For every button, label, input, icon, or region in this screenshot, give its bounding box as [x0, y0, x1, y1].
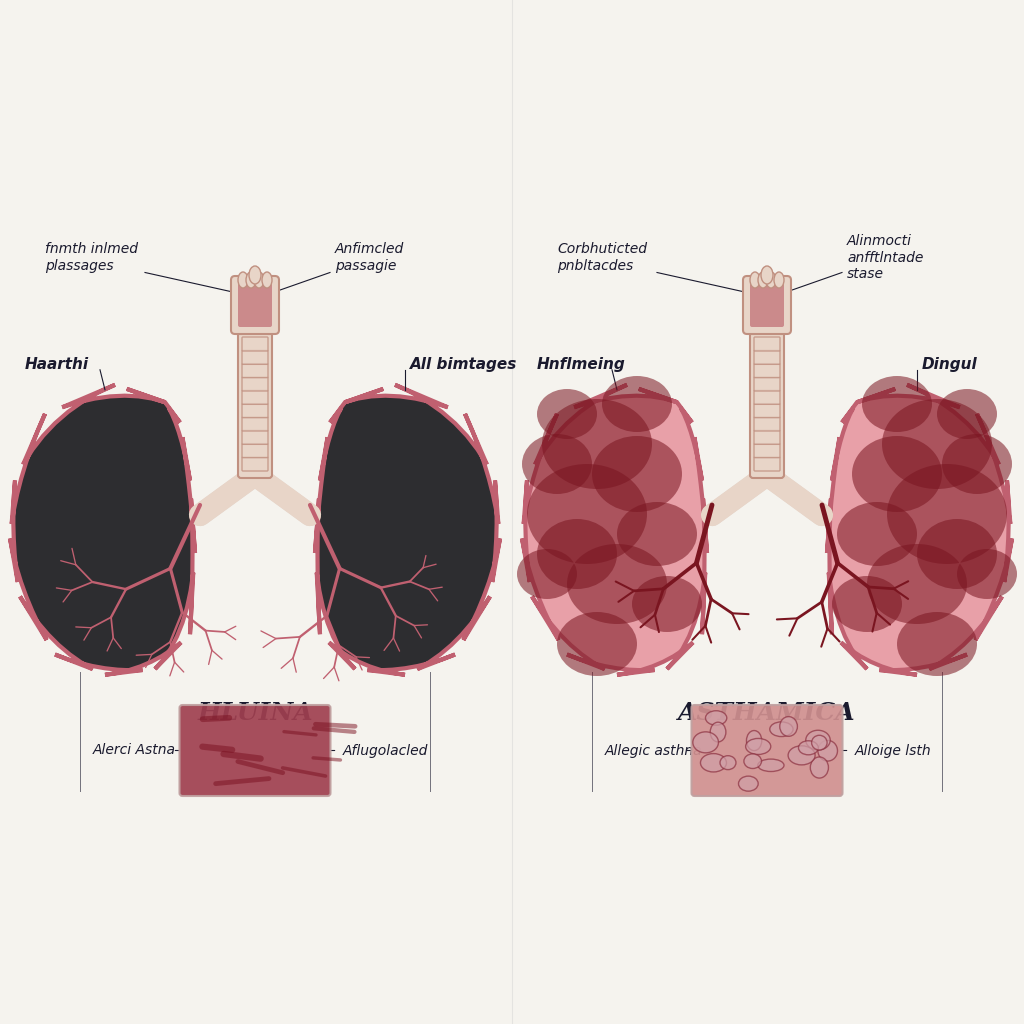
Ellipse shape: [806, 730, 830, 750]
Ellipse shape: [617, 502, 697, 566]
FancyBboxPatch shape: [754, 403, 780, 418]
FancyBboxPatch shape: [238, 327, 272, 478]
FancyBboxPatch shape: [691, 705, 843, 796]
FancyBboxPatch shape: [231, 276, 279, 334]
Ellipse shape: [812, 735, 827, 750]
Ellipse shape: [779, 717, 798, 736]
Text: Corbhuticted
pnbltacdes: Corbhuticted pnbltacdes: [557, 243, 647, 272]
FancyBboxPatch shape: [242, 443, 268, 458]
FancyBboxPatch shape: [179, 705, 331, 796]
Ellipse shape: [746, 730, 762, 751]
Ellipse shape: [918, 519, 997, 589]
Polygon shape: [315, 385, 500, 675]
Ellipse shape: [788, 745, 815, 765]
Ellipse shape: [774, 272, 784, 288]
Ellipse shape: [693, 732, 719, 753]
Text: Haarthi: Haarthi: [25, 357, 89, 373]
FancyBboxPatch shape: [242, 457, 268, 471]
Ellipse shape: [537, 519, 617, 589]
FancyBboxPatch shape: [242, 403, 268, 418]
FancyBboxPatch shape: [754, 390, 780, 404]
Ellipse shape: [887, 464, 1007, 564]
FancyBboxPatch shape: [242, 337, 268, 351]
Text: Alerci Astna: Alerci Astna: [92, 743, 175, 758]
Text: ASTHAMICA: ASTHAMICA: [678, 700, 856, 725]
Ellipse shape: [632, 575, 702, 632]
Ellipse shape: [750, 272, 760, 288]
Ellipse shape: [852, 436, 942, 512]
Text: Alloige lsth: Alloige lsth: [854, 743, 931, 758]
Ellipse shape: [799, 740, 818, 755]
FancyBboxPatch shape: [242, 364, 268, 378]
Ellipse shape: [743, 754, 762, 768]
Ellipse shape: [527, 464, 647, 564]
Ellipse shape: [837, 502, 918, 566]
FancyBboxPatch shape: [754, 350, 780, 365]
FancyBboxPatch shape: [750, 283, 784, 327]
Ellipse shape: [882, 399, 992, 489]
Ellipse shape: [711, 722, 726, 742]
FancyBboxPatch shape: [242, 417, 268, 431]
Ellipse shape: [942, 434, 1012, 494]
FancyBboxPatch shape: [750, 327, 784, 478]
Ellipse shape: [937, 389, 997, 439]
Text: fnmth inlmed
plassages: fnmth inlmed plassages: [45, 243, 138, 272]
FancyBboxPatch shape: [754, 457, 780, 471]
Polygon shape: [10, 385, 195, 675]
Ellipse shape: [897, 612, 977, 676]
Ellipse shape: [770, 722, 793, 736]
Ellipse shape: [537, 389, 597, 439]
Ellipse shape: [602, 376, 672, 432]
FancyBboxPatch shape: [242, 350, 268, 365]
Text: All bimtages: All bimtages: [410, 357, 517, 373]
Ellipse shape: [862, 376, 932, 432]
Ellipse shape: [254, 272, 264, 288]
Ellipse shape: [249, 266, 261, 284]
Ellipse shape: [758, 272, 768, 288]
Ellipse shape: [706, 711, 727, 725]
Ellipse shape: [522, 434, 592, 494]
Ellipse shape: [831, 575, 902, 632]
Ellipse shape: [818, 740, 838, 761]
Text: HLUINA: HLUINA: [198, 700, 312, 725]
FancyBboxPatch shape: [242, 430, 268, 444]
FancyBboxPatch shape: [242, 377, 268, 391]
FancyBboxPatch shape: [754, 337, 780, 351]
Ellipse shape: [246, 272, 256, 288]
Ellipse shape: [867, 544, 967, 624]
Ellipse shape: [957, 549, 1017, 599]
FancyBboxPatch shape: [754, 430, 780, 444]
Text: Hnflmeing: Hnflmeing: [537, 357, 626, 373]
Text: Allegic asthna: Allegic asthna: [604, 743, 702, 758]
FancyBboxPatch shape: [754, 364, 780, 378]
Ellipse shape: [720, 756, 736, 770]
FancyBboxPatch shape: [242, 390, 268, 404]
Ellipse shape: [262, 272, 272, 288]
Ellipse shape: [700, 754, 726, 772]
Ellipse shape: [810, 757, 828, 778]
Ellipse shape: [758, 759, 784, 771]
FancyBboxPatch shape: [754, 377, 780, 391]
Polygon shape: [827, 385, 1012, 675]
Ellipse shape: [557, 612, 637, 676]
FancyBboxPatch shape: [238, 283, 272, 327]
Ellipse shape: [738, 776, 758, 792]
FancyBboxPatch shape: [754, 443, 780, 458]
Ellipse shape: [567, 544, 667, 624]
FancyBboxPatch shape: [754, 417, 780, 431]
Ellipse shape: [517, 549, 577, 599]
Ellipse shape: [745, 738, 771, 755]
Ellipse shape: [238, 272, 248, 288]
Text: Anfimcled
passagie: Anfimcled passagie: [335, 243, 404, 272]
Ellipse shape: [761, 266, 773, 284]
Text: Aflugolacled: Aflugolacled: [342, 743, 428, 758]
Ellipse shape: [542, 399, 652, 489]
Polygon shape: [522, 385, 707, 675]
Text: Alinmocti
anfftlntade
stase: Alinmocti anfftlntade stase: [847, 234, 924, 281]
Ellipse shape: [592, 436, 682, 512]
Text: Dingul: Dingul: [922, 357, 978, 373]
Ellipse shape: [766, 272, 776, 288]
FancyBboxPatch shape: [743, 276, 791, 334]
